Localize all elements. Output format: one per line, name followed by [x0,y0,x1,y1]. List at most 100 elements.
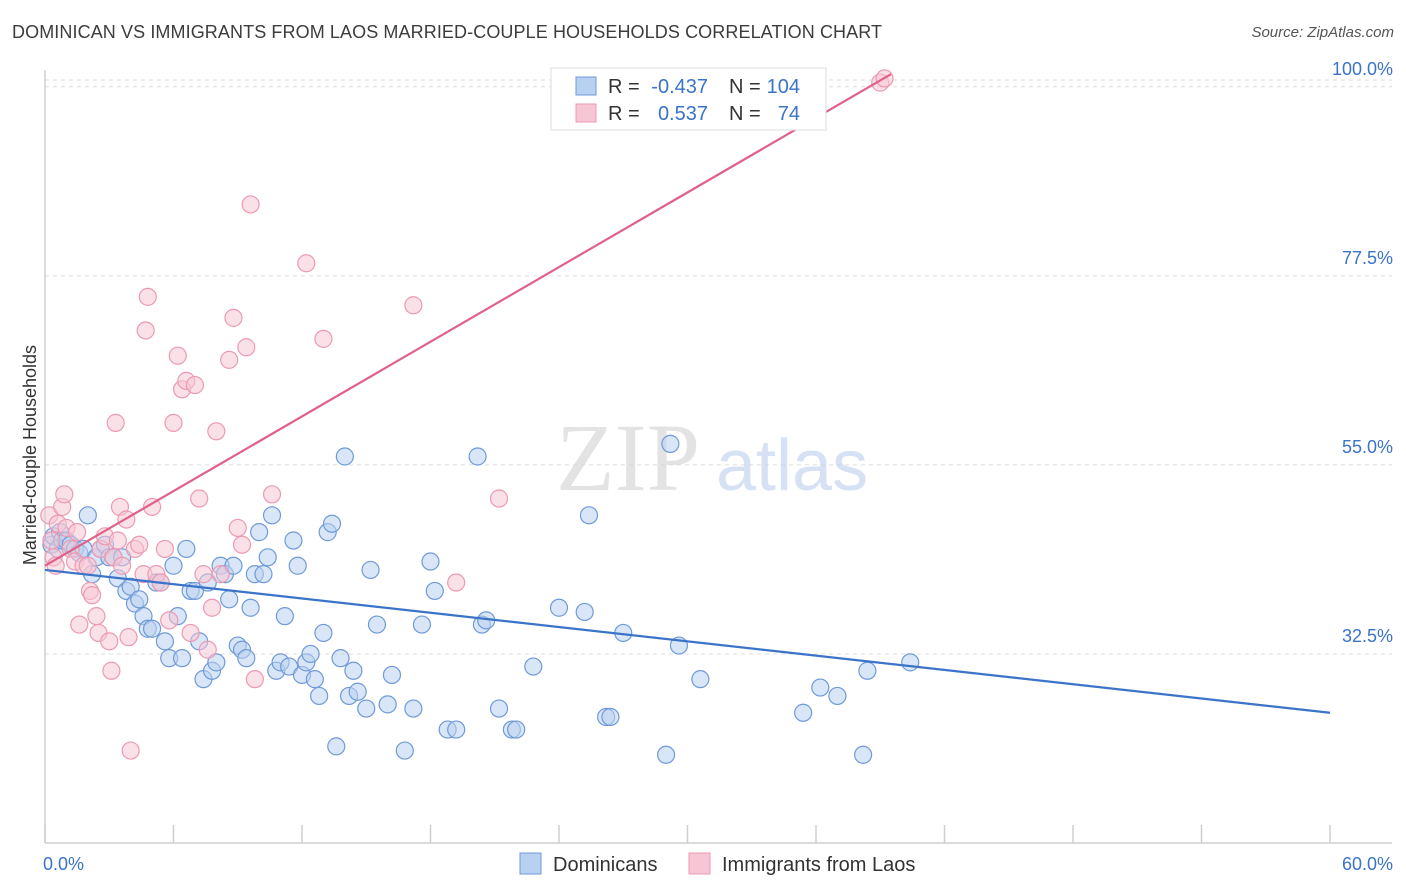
y-tick-label: 32.5% [1342,626,1393,646]
data-points [40,69,920,764]
laos-point [202,598,222,617]
dominicans-point [172,649,192,668]
stats-n-value-blue: 104 [767,76,800,98]
stats-legend: R = -0.437 N = 104 R = 0.537 N = 74 [550,67,827,131]
dominicans-point [177,539,196,559]
stats-n-value-pink: 74 [778,103,800,125]
laos-point [241,195,260,214]
dominicans-point [305,670,324,689]
stats-legend-swatch-blue [575,76,597,96]
stats-r-value-blue: -0.437 [651,76,708,98]
dominicans-point [858,661,877,680]
laos-point [100,632,119,651]
y-tick-label: 77.5% [1342,248,1393,268]
laos-point [168,346,187,365]
dominicans-point [507,720,526,739]
dominicans-point [121,577,140,596]
stats-n-label-pink: N = [729,103,761,125]
dominicans-point [280,657,299,676]
dominicans-point [314,623,333,643]
dominicans-point [288,556,307,575]
dominicans-point [378,695,397,714]
dominicans-point [322,514,342,533]
dominicans-point [275,607,294,626]
laos-point [55,485,74,504]
dominicans-point [258,548,277,567]
laos-point [78,556,97,575]
dominicans-point [579,506,599,525]
dominicans-point [395,741,414,760]
laos-point [314,329,333,348]
dominicans-point [575,602,594,622]
laos-point [108,531,127,550]
dominicans-point [241,598,260,617]
laos-point [119,628,138,647]
laos-point [121,741,140,760]
legend-label-laos: Immigrants from Laos [722,854,915,876]
grid [45,79,1392,655]
laos-point [447,573,466,592]
dominicans-point [357,699,376,718]
dominicans-point [361,560,380,580]
stats-r-label-blue: R = [608,76,640,98]
laos-point [87,607,106,626]
watermark-atlas: atlas [716,426,868,506]
series-legend: Dominicans Immigrants from Laos [519,852,915,876]
dominicans-trend-line [44,568,1331,714]
stats-n-label-blue: N = [729,76,761,98]
dominicans-point [794,703,813,722]
dominicans-point [854,745,873,764]
laos-point [220,350,239,369]
dominicans-point [310,686,329,706]
laos-point [194,565,213,584]
dominicans-point [335,447,354,466]
laos-point [42,531,61,550]
tick-labels: 32.5% 55.0% 77.5% 100.0% 0.0% 60.0% [43,59,1393,874]
laos-point [207,422,226,441]
dominicans-point [691,670,710,689]
laos-point [185,375,205,395]
dominicans-point [524,657,543,676]
watermark: ZIP atlas [556,404,868,511]
stats-legend-box [550,67,827,131]
dominicans-point [262,506,282,525]
axes [44,70,1392,844]
dominicans-point [656,745,676,764]
stats-r-value-pink: 0.537 [658,103,708,125]
source-label: Source: ZipAtlas.com [1251,24,1394,41]
laos-point [297,254,316,273]
watermark-zip: ZIP [556,404,700,511]
laos-point [190,489,209,508]
laos-point [130,535,149,554]
chart-title: DOMINICAN VS IMMIGRANTS FROM LAOS MARRIE… [12,22,883,42]
dominicans-point [327,737,346,756]
y-axis-title: Married-couple Households [20,345,40,565]
dominicans-point [207,653,226,672]
dominicans-point [901,653,920,672]
dominicans-point [284,531,303,550]
laos-point [181,623,200,643]
laos-point [245,670,264,689]
laos-point [211,565,230,584]
laos-point [142,497,162,517]
dominicans-point [811,678,830,697]
stats-legend-swatch-pink [575,103,597,123]
dominicans-point [301,644,320,664]
x-tick-label-min: 0.0% [43,854,84,874]
dominicans-point [348,682,367,701]
dominicans-point [601,707,620,727]
dominicans-point [78,506,97,525]
laos-point [112,556,132,575]
dominicans-point [489,699,509,718]
dominicans-point [549,598,569,617]
laos-point [164,413,183,432]
dominicans-point [447,720,466,739]
laos-point [228,518,247,538]
laos-point [237,338,256,357]
dominicans-point [468,447,487,466]
y-tick-label: 55.0% [1342,437,1393,457]
trend-lines [44,73,1331,714]
dominicans-point [412,615,432,634]
laos-point [262,485,282,504]
laos-point [160,611,179,630]
